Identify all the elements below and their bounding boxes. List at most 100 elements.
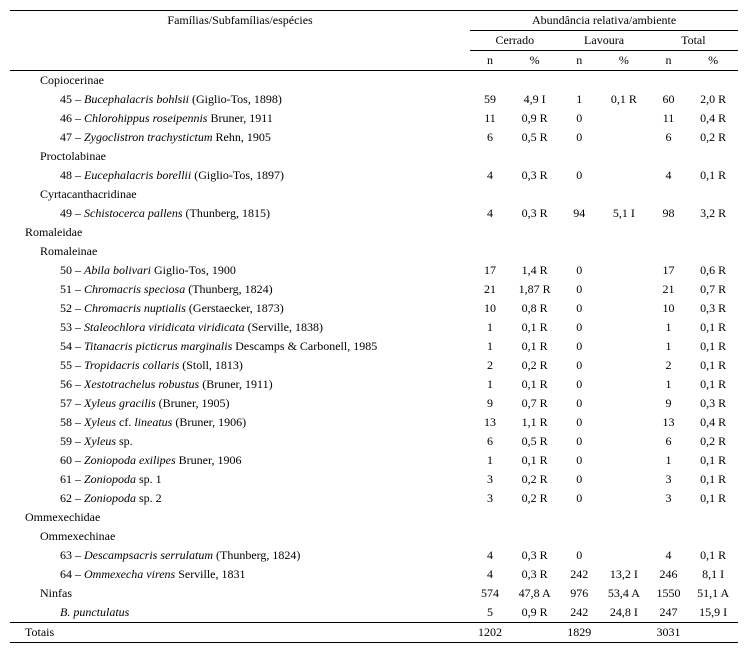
cell-n3: 3 <box>649 489 689 508</box>
cell-n2 <box>559 185 599 204</box>
cell-p1: 0,9 R <box>510 109 560 128</box>
cell-p2 <box>599 242 649 261</box>
cell-p1: 0,3 R <box>510 204 560 223</box>
totals-n2: 1829 <box>559 623 599 643</box>
cell-n1 <box>470 223 510 242</box>
cell-p1: 0,3 R <box>510 546 560 565</box>
sub-pct: % <box>599 51 649 71</box>
cell-n2: 242 <box>559 603 599 623</box>
cell-p3: 0,1 R <box>688 356 738 375</box>
table-row: Ninfas57447,8 A97653,4 A155051,1 A <box>10 584 738 603</box>
cell-p3: 0,3 R <box>688 299 738 318</box>
row-name: 60 – Zoniopoda exilipes Bruner, 1906 <box>10 451 470 470</box>
cell-p2 <box>599 109 649 128</box>
table-row: 64 – Ommexecha virens Serville, 183140,3… <box>10 565 738 584</box>
cell-n2: 0 <box>559 261 599 280</box>
cell-n2: 976 <box>559 584 599 603</box>
cell-p1: 0,1 R <box>510 451 560 470</box>
cell-p2 <box>599 451 649 470</box>
sub-n: n <box>649 51 689 71</box>
row-name: Copiocerinae <box>10 71 470 91</box>
cell-n3: 1 <box>649 337 689 356</box>
sub-pct: % <box>510 51 560 71</box>
table-row: 49 – Schistocerca pallens (Thunberg, 181… <box>10 204 738 223</box>
totals-p2 <box>599 623 649 643</box>
totals-p1 <box>510 623 560 643</box>
totals-label: Totais <box>10 623 470 643</box>
cell-p3: 3,2 R <box>688 204 738 223</box>
table-row: 46 – Chlorohippus roseipennis Bruner, 19… <box>10 109 738 128</box>
cell-n3 <box>649 147 689 166</box>
families-header: Famílias/Subfamílias/espécies <box>10 11 470 71</box>
cell-n1: 4 <box>470 166 510 185</box>
table-row: 53 – Staleochlora viridicata viridicata … <box>10 318 738 337</box>
cell-n1: 13 <box>470 413 510 432</box>
cell-n1 <box>470 242 510 261</box>
cell-n1 <box>470 147 510 166</box>
cell-p1 <box>510 71 560 91</box>
table-row: 55 – Tropidacris collaris (Stoll, 1813)2… <box>10 356 738 375</box>
row-name: Ommexechinae <box>10 527 470 546</box>
table-row: 58 – Xyleus cf. lineatus (Bruner, 1906)1… <box>10 413 738 432</box>
cell-n1: 1 <box>470 337 510 356</box>
table-row: 52 – Chromacris nuptialis (Gerstaecker, … <box>10 299 738 318</box>
cell-p1: 0,2 R <box>510 489 560 508</box>
cell-n2: 242 <box>559 565 599 584</box>
cell-p3: 0,2 R <box>688 128 738 147</box>
cell-p3: 0,1 R <box>688 375 738 394</box>
cell-p3: 0,3 R <box>688 394 738 413</box>
row-name: 47 – Zygoclistron trachystictum Rehn, 19… <box>10 128 470 147</box>
cell-n2: 0 <box>559 432 599 451</box>
cell-n1 <box>470 527 510 546</box>
row-name: 62 – Zoniopoda sp. 2 <box>10 489 470 508</box>
cell-n1: 4 <box>470 546 510 565</box>
cell-p1: 47,8 A <box>510 584 560 603</box>
cell-n1: 4 <box>470 204 510 223</box>
cell-n1: 3 <box>470 470 510 489</box>
cell-p1: 0,2 R <box>510 356 560 375</box>
totals-p3 <box>688 623 738 643</box>
row-name: 57 – Xyleus gracilis (Bruner, 1905) <box>10 394 470 413</box>
cell-p3: 0,4 R <box>688 413 738 432</box>
cell-p2 <box>599 261 649 280</box>
table-row: 47 – Zygoclistron trachystictum Rehn, 19… <box>10 128 738 147</box>
row-name: 53 – Staleochlora viridicata viridicata … <box>10 318 470 337</box>
cell-p1: 0,1 R <box>510 375 560 394</box>
cell-n1: 2 <box>470 356 510 375</box>
cell-n3 <box>649 527 689 546</box>
cell-n3 <box>649 508 689 527</box>
cell-n1: 10 <box>470 299 510 318</box>
cell-p1: 1,1 R <box>510 413 560 432</box>
cell-p3: 0,2 R <box>688 432 738 451</box>
cell-n2: 0 <box>559 470 599 489</box>
cell-p2 <box>599 318 649 337</box>
cell-p2 <box>599 147 649 166</box>
cell-p2 <box>599 527 649 546</box>
cell-p2 <box>599 432 649 451</box>
sub-n: n <box>559 51 599 71</box>
cell-n1: 1 <box>470 375 510 394</box>
cell-p3 <box>688 71 738 91</box>
row-name: 52 – Chromacris nuptialis (Gerstaecker, … <box>10 299 470 318</box>
cell-p1: 0,3 R <box>510 565 560 584</box>
cell-n3: 10 <box>649 299 689 318</box>
cell-n1: 3 <box>470 489 510 508</box>
row-name: 54 – Titanacris picticrus marginalis Des… <box>10 337 470 356</box>
cell-p2 <box>599 185 649 204</box>
cell-p2 <box>599 280 649 299</box>
cell-n3: 4 <box>649 166 689 185</box>
row-name: 46 – Chlorohippus roseipennis Bruner, 19… <box>10 109 470 128</box>
cell-n1: 6 <box>470 128 510 147</box>
cell-p2 <box>599 299 649 318</box>
table-body: Copiocerinae45 – Bucephalacris bohlsii (… <box>10 71 738 623</box>
cell-n1: 11 <box>470 109 510 128</box>
row-name: 59 – Xyleus sp. <box>10 432 470 451</box>
species-table: Famílias/Subfamílias/espécies Abundância… <box>10 10 738 643</box>
cell-p3: 0,1 R <box>688 451 738 470</box>
cell-n1: 59 <box>470 90 510 109</box>
cell-n3: 246 <box>649 565 689 584</box>
cell-n3: 9 <box>649 394 689 413</box>
cell-p1 <box>510 508 560 527</box>
cell-p3: 51,1 A <box>688 584 738 603</box>
cell-n1 <box>470 71 510 91</box>
